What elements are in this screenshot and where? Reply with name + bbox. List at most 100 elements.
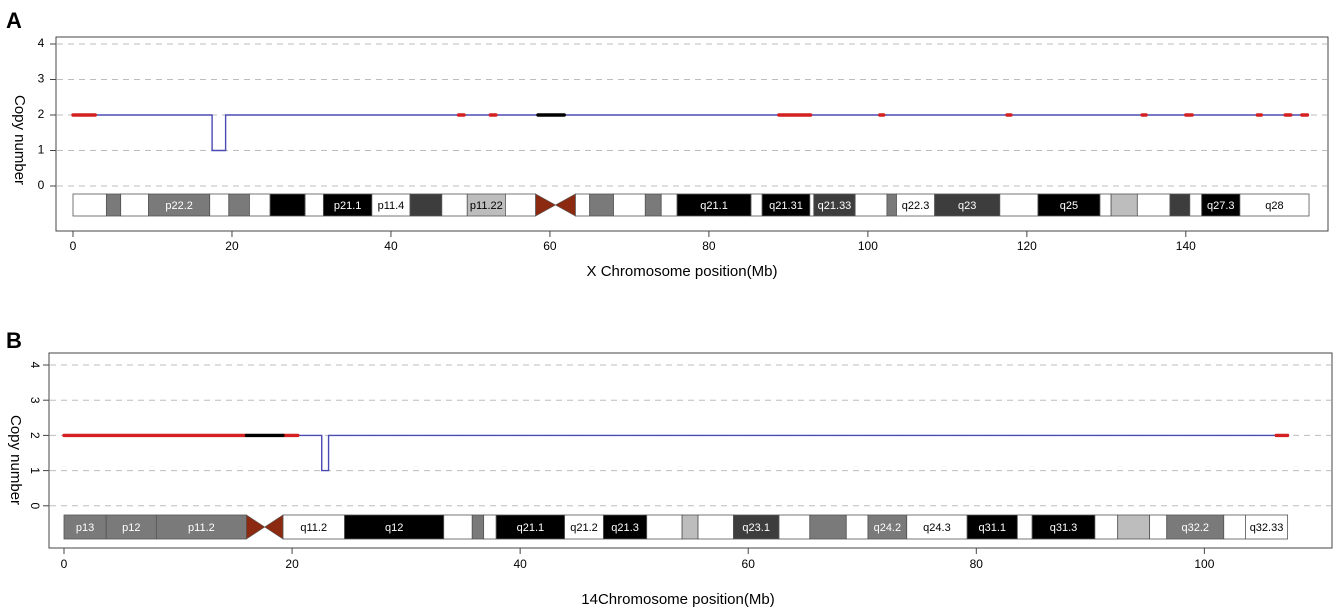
- copy-number-series: [73, 114, 1310, 152]
- x-tick-label: 40: [513, 557, 527, 571]
- chromosome-band: [1136, 193, 1171, 217]
- band-label: q24.2: [874, 522, 902, 534]
- chromosome-band: [1031, 514, 1096, 540]
- chromosome-band: [574, 193, 591, 217]
- chromosome-band: [105, 514, 157, 540]
- band-label: p21.1: [334, 200, 362, 212]
- band-label: q22.3: [902, 200, 930, 212]
- chromosome-band: [613, 193, 646, 217]
- chromosome-band: [681, 514, 699, 540]
- y-tick-label: 2: [28, 432, 42, 439]
- x-tick-label: 100: [1194, 557, 1214, 571]
- x-tick-label: 80: [970, 557, 984, 571]
- chromosome-band: [344, 514, 445, 540]
- copy-number-series: [64, 434, 1288, 472]
- y-tick-label: 1: [38, 143, 45, 157]
- panel-label: A: [6, 8, 22, 33]
- centromere-right: [264, 514, 284, 540]
- band-label: q21.33: [818, 200, 852, 212]
- chromosome-band: [906, 514, 968, 540]
- band-label: q12: [385, 522, 403, 534]
- band-label: q11.2: [300, 522, 327, 534]
- chromosome-band: [72, 193, 107, 217]
- x-tick-label: 20: [225, 239, 239, 253]
- chromosome-band: [443, 514, 473, 540]
- centromere-right: [554, 193, 576, 217]
- y-tick-label: 3: [28, 397, 42, 404]
- chromosome-band: [209, 193, 230, 217]
- chromosome-band: [1169, 193, 1191, 217]
- centromere-left: [246, 514, 266, 540]
- copy-number-line: [64, 434, 1288, 472]
- x-axis-label: 14Chromosome position(Mb): [581, 591, 774, 608]
- panel-a: A p22.2 p21.1 p11.4 p11.22 q21.1 q21.31 q21.33…: [6, 8, 1329, 280]
- chromosome-band: [854, 193, 888, 217]
- chromosome-band: [778, 514, 811, 540]
- x-tick-label: 140: [1176, 239, 1196, 253]
- chromosome-ideogram: p22.2 p21.1 p11.4 p11.22 q21.1 q21.31 q21.33 q2…: [72, 193, 1310, 217]
- chromosome-band: [505, 193, 537, 217]
- chromosome-band: [564, 514, 604, 540]
- chromosome-band: [483, 514, 497, 540]
- plot-frame: [48, 352, 1333, 549]
- chromosome-band: [660, 193, 678, 217]
- chromosome-band: [441, 193, 468, 217]
- band-label: q23: [958, 200, 976, 212]
- y-axis-label: Copy number: [7, 415, 24, 505]
- chromosome-band: [1094, 514, 1119, 540]
- y-tick-label: 4: [28, 362, 42, 369]
- y-tick-label: 1: [28, 467, 42, 474]
- band-label: q21.3: [611, 522, 639, 534]
- y-axis-ticks: 0 1 2 3 4: [28, 362, 49, 509]
- chromosome-band: [63, 514, 107, 540]
- x-tick-label: 60: [543, 239, 557, 253]
- band-label: p12: [122, 522, 140, 534]
- chromosome-band: [589, 193, 614, 217]
- chromosome-band: [304, 193, 324, 217]
- band-label: q25: [1060, 200, 1078, 212]
- chromosome-band: [1245, 514, 1289, 540]
- x-tick-label: 40: [384, 239, 398, 253]
- x-tick-label: 20: [285, 557, 299, 571]
- chromosome-band: [809, 193, 815, 217]
- band-label: p22.2: [165, 200, 193, 212]
- x-tick-label: 60: [742, 557, 756, 571]
- copy-number-line: [73, 114, 1310, 152]
- band-label: q21.1: [700, 200, 728, 212]
- band-label: p11.4: [378, 200, 405, 212]
- band-label: q27.3: [1207, 200, 1235, 212]
- band-label: p11.2: [188, 522, 215, 534]
- y-tick-label: 2: [38, 107, 45, 121]
- band-label: p11.22: [470, 200, 503, 212]
- y-tick-label: 0: [38, 178, 45, 192]
- band-label: q31.1: [978, 522, 1006, 534]
- centromere-left: [535, 193, 557, 217]
- band-label: q28: [1265, 200, 1283, 212]
- chromosome-band: [228, 193, 250, 217]
- x-tick-label: 120: [1017, 239, 1037, 253]
- chromosome-band: [886, 193, 897, 217]
- chromosome-band: [1099, 193, 1112, 217]
- chromosome-band: [697, 514, 734, 540]
- chromosome-band: [1166, 514, 1225, 540]
- band-label: q32.2: [1181, 522, 1209, 534]
- chromosome-band: [1239, 193, 1310, 217]
- band-label: q21.31: [769, 200, 803, 212]
- y-tick-label: 4: [38, 36, 45, 50]
- chromosome-band: [809, 514, 847, 540]
- chromosome-band: [1189, 193, 1203, 217]
- chromosome-band: [1223, 514, 1246, 540]
- x-tick-label: 0: [70, 239, 77, 253]
- band-label: q24.3: [923, 522, 951, 534]
- chromosome-band: [867, 514, 908, 540]
- band-label: q21.1: [517, 522, 545, 534]
- band-label: p13: [76, 522, 94, 534]
- panel-label: B: [6, 328, 22, 353]
- chromosome-band: [495, 514, 566, 540]
- chromosome-band: [1149, 514, 1168, 540]
- y-axis-ticks: 0 1 2 3 4: [38, 36, 56, 192]
- chromosome-band: [105, 193, 122, 217]
- y-tick-label: 3: [38, 72, 45, 86]
- chromosome-band: [602, 514, 648, 540]
